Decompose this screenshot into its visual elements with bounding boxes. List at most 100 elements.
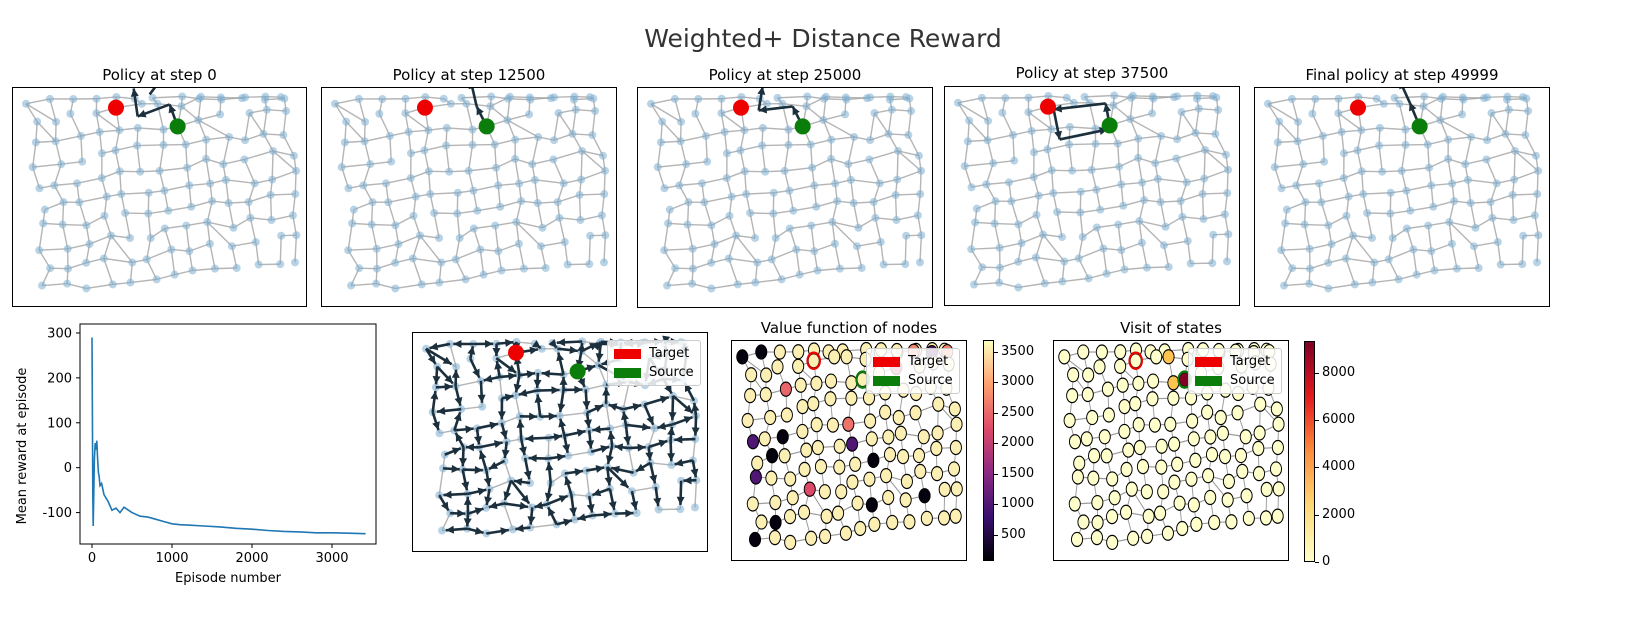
graph-node bbox=[187, 202, 196, 211]
graph-node bbox=[600, 258, 608, 267]
graph-node bbox=[267, 216, 276, 225]
graph-edge bbox=[1491, 217, 1499, 243]
policy-arrowhead bbox=[497, 411, 506, 420]
graph-edge bbox=[1035, 256, 1065, 263]
policy-arrowhead bbox=[577, 377, 585, 387]
graph-edge bbox=[1267, 98, 1293, 105]
visit-node bbox=[1216, 425, 1229, 441]
graph-node bbox=[658, 117, 667, 126]
graph-node bbox=[1395, 99, 1404, 108]
graph-edge bbox=[1084, 94, 1115, 98]
graph-node bbox=[591, 107, 600, 116]
graph-node bbox=[515, 412, 524, 421]
graph-node bbox=[426, 190, 435, 199]
graph-edge bbox=[856, 241, 881, 247]
policy-arrowhead bbox=[577, 513, 586, 522]
visit-node bbox=[1205, 446, 1219, 463]
graph-edge bbox=[465, 103, 474, 130]
graph-node bbox=[963, 137, 972, 146]
graph-node bbox=[827, 154, 836, 163]
graph-edge bbox=[1337, 112, 1362, 131]
policy-arrowhead bbox=[507, 364, 516, 373]
reward-line bbox=[91, 337, 366, 535]
value-node bbox=[764, 409, 777, 426]
policy-arrowhead bbox=[630, 501, 639, 510]
graph-node bbox=[280, 94, 289, 103]
graph-edge bbox=[270, 193, 296, 196]
colorbar-tick-mark bbox=[994, 504, 998, 506]
graph-edge bbox=[1448, 221, 1475, 247]
graph-node bbox=[360, 137, 369, 146]
value-node bbox=[796, 423, 809, 440]
graph-node bbox=[424, 126, 433, 135]
graph-node bbox=[1170, 93, 1179, 102]
target-swatch bbox=[614, 348, 641, 359]
graph-node bbox=[178, 92, 187, 101]
graph-edge bbox=[1181, 216, 1189, 242]
graph-node bbox=[725, 211, 734, 220]
visit-node bbox=[1272, 416, 1285, 432]
graph-edge bbox=[904, 235, 907, 265]
graph-node bbox=[1157, 131, 1166, 140]
policy-arrowhead bbox=[451, 464, 460, 473]
graph-node bbox=[1379, 99, 1388, 108]
graph-node bbox=[585, 260, 594, 269]
graph-node bbox=[1518, 260, 1527, 269]
graph-edge bbox=[559, 412, 588, 417]
colorbar-tick-mark bbox=[1315, 467, 1319, 469]
graph-node bbox=[688, 264, 697, 273]
graph-node bbox=[1357, 126, 1366, 135]
graph-node bbox=[894, 146, 903, 155]
graph-node bbox=[1378, 167, 1387, 176]
visit-node bbox=[1136, 458, 1149, 475]
graph-edge bbox=[531, 136, 539, 165]
graph-edge bbox=[404, 112, 429, 131]
graph-node bbox=[38, 281, 47, 290]
graph-edge bbox=[370, 224, 378, 249]
value-node bbox=[897, 448, 910, 465]
graph-node bbox=[808, 163, 817, 172]
graph-node bbox=[1199, 215, 1208, 224]
value-node bbox=[947, 461, 961, 477]
graph-edge bbox=[1406, 184, 1432, 192]
graph-node bbox=[57, 160, 66, 169]
policy-arrowhead bbox=[604, 477, 613, 486]
graph-node bbox=[1447, 239, 1456, 248]
policy-arrowhead bbox=[658, 439, 668, 448]
graph-edge bbox=[227, 202, 235, 228]
graph-edge bbox=[895, 193, 921, 196]
graph-node bbox=[802, 102, 811, 111]
target-marker bbox=[507, 344, 524, 361]
graph-node bbox=[144, 188, 153, 197]
value-node bbox=[950, 481, 963, 497]
graph-node bbox=[852, 242, 861, 251]
graph-edge bbox=[1321, 195, 1349, 203]
graph-node bbox=[457, 405, 466, 414]
graph-node bbox=[1176, 197, 1185, 206]
graph-node bbox=[1342, 211, 1351, 220]
graph-node bbox=[1092, 185, 1101, 194]
graph-edge bbox=[269, 194, 273, 221]
policy-arrowhead bbox=[674, 435, 683, 444]
graph-edge bbox=[663, 223, 669, 251]
graph-node bbox=[92, 94, 101, 103]
graph-node bbox=[1314, 179, 1323, 188]
visit-node bbox=[1254, 396, 1267, 412]
value-node bbox=[773, 344, 786, 360]
graph-node bbox=[442, 123, 451, 132]
policy-arrowhead bbox=[474, 507, 484, 515]
graph-node bbox=[152, 275, 161, 284]
target-marker bbox=[1128, 351, 1143, 371]
graph-node bbox=[1047, 166, 1056, 175]
graph-node bbox=[66, 109, 75, 118]
graph-node bbox=[1004, 178, 1013, 187]
graph-node bbox=[451, 255, 460, 264]
graph-node bbox=[1487, 109, 1496, 118]
graph-node bbox=[1354, 92, 1363, 101]
graph-node bbox=[1137, 238, 1146, 247]
graph-edge bbox=[25, 103, 57, 123]
policy-arrowhead bbox=[564, 476, 572, 486]
graph-edge bbox=[515, 221, 542, 247]
graph-edge bbox=[80, 135, 83, 162]
graph-edge bbox=[746, 192, 774, 195]
